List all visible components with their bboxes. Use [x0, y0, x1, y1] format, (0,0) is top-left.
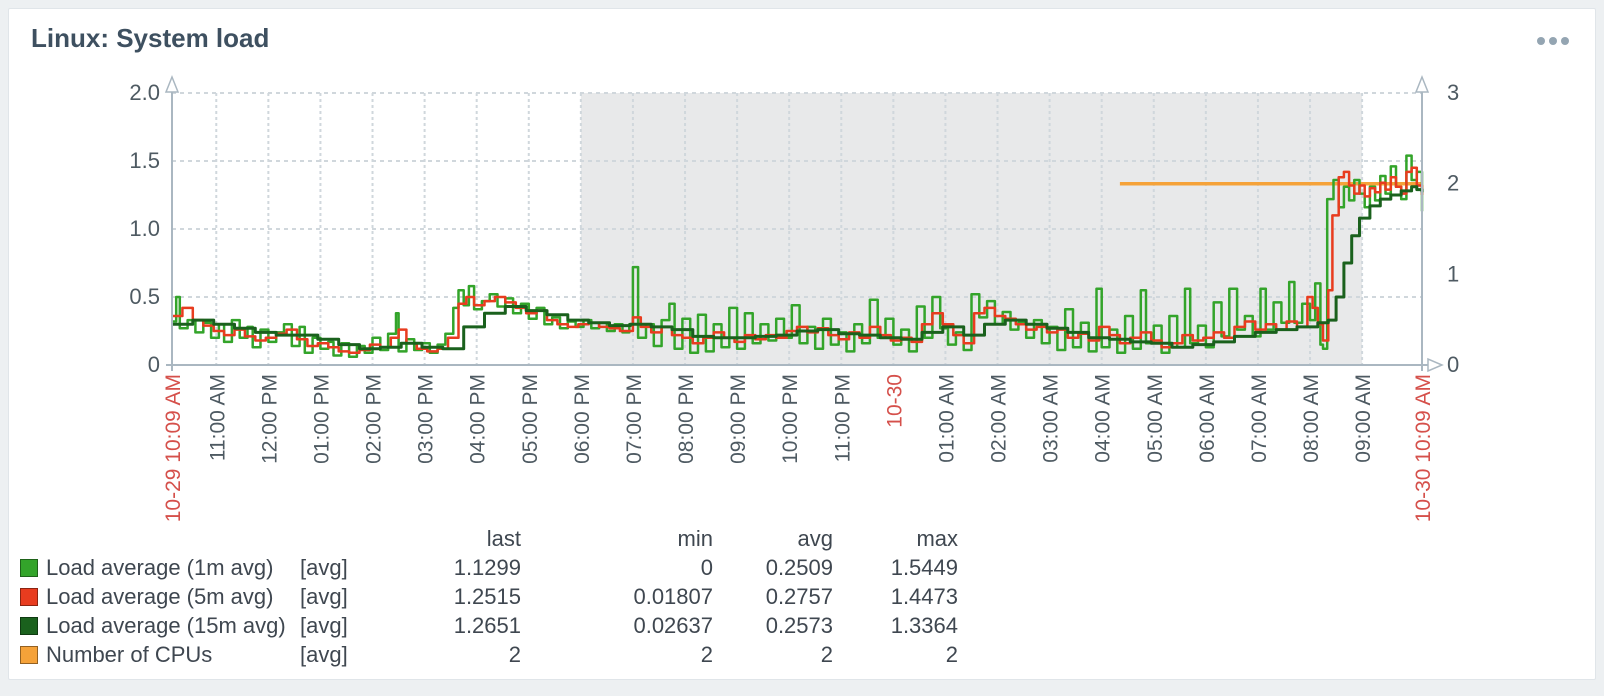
x-axis-tick-label: 05:00 AM: [1144, 374, 1167, 463]
left-axis-tick-label: 2.0: [129, 80, 160, 105]
x-axis-boundary-label: 10-29 10:09 AM: [162, 374, 185, 522]
ellipsis-icon: [1561, 37, 1569, 45]
widget-menu-button[interactable]: [1533, 33, 1573, 49]
x-axis-tick-label: 08:00 AM: [1300, 374, 1323, 463]
widget-title: Linux: System load: [31, 23, 270, 53]
series-label-1m: Load average (1m avg): [46, 554, 274, 580]
series-max-5m: 1.4473: [890, 583, 958, 609]
x-axis-tick-label: 03:00 AM: [1040, 374, 1063, 463]
x-axis-tick-label: 06:00 AM: [1196, 374, 1219, 463]
legend-header-min: min: [677, 525, 713, 551]
series-last-5m: 1.2515: [453, 583, 521, 609]
series-label-cpus: Number of CPUs: [46, 641, 213, 667]
x-axis-tick-label: 05:00 PM: [519, 374, 542, 464]
x-axis-tick-label: 02:00 PM: [363, 374, 386, 464]
x-axis-tick-label: 08:00 PM: [675, 374, 698, 464]
series-min-1m: 0: [700, 554, 713, 580]
series-fn-5m: [avg]: [300, 583, 348, 609]
x-axis-boundary-label: 10-30 10:09 AM: [1412, 374, 1435, 522]
series-fn-15m: [avg]: [300, 612, 348, 638]
series-label-5m: Load average (5m avg): [46, 583, 274, 609]
right-axis-tick-label: 2: [1447, 171, 1459, 196]
series-last-cpus: 2: [508, 641, 521, 667]
series-min-cpus: 2: [700, 641, 713, 667]
axis-arrow-up-icon: [1414, 74, 1430, 93]
series-avg-5m: 0.2757: [765, 583, 833, 609]
axis-arrow-right-icon: [1427, 357, 1444, 373]
series-min-15m: 0.02637: [633, 612, 713, 638]
x-axis-tick-label: 12:00 PM: [258, 374, 281, 464]
x-axis-tick-label: 07:00 AM: [1248, 374, 1271, 463]
series-max-cpus: 2: [945, 641, 958, 667]
x-axis-tick-label: 03:00 PM: [415, 374, 438, 464]
right-axis-tick-label: 0: [1447, 352, 1459, 377]
x-axis-boundary-label: 10-30: [883, 374, 906, 428]
series-line-0: [172, 154, 1424, 359]
right-axis-tick-label: 3: [1447, 80, 1459, 105]
legend-header-max: max: [916, 525, 958, 551]
series-swatch-1m: [20, 558, 38, 577]
series-avg-1m: 0.2509: [765, 554, 833, 580]
series-max-1m: 1.5449: [890, 554, 958, 580]
x-axis-tick-label: 07:00 PM: [623, 374, 646, 464]
series-fn-cpus: [avg]: [300, 641, 348, 667]
x-axis-tick-label: 06:00 PM: [571, 374, 594, 464]
ellipsis-icon: [1537, 37, 1545, 45]
legend-header-last: last: [486, 525, 521, 551]
x-axis-tick-label: 11:00 AM: [206, 374, 229, 461]
right-axis-tick-label: 1: [1447, 261, 1459, 286]
series-swatch-cpus: [20, 645, 38, 664]
left-axis-tick-label: 0: [148, 352, 160, 377]
series-max-15m: 1.3364: [890, 612, 958, 638]
series-fn-1m: [avg]: [300, 554, 348, 580]
series-swatch-5m: [20, 587, 38, 606]
x-axis-tick-label: 01:00 PM: [310, 374, 333, 464]
graph-legend: last min avg max Load average (1m avg) […: [20, 524, 958, 669]
series-avg-15m: 0.2573: [765, 612, 833, 638]
legend-header-avg: avg: [797, 525, 833, 551]
x-axis-tick-label: 09:00 PM: [727, 374, 750, 464]
series-min-5m: 0.01807: [633, 583, 713, 609]
left-axis-tick-label: 1.5: [129, 148, 160, 173]
series-line-2: [172, 185, 1424, 351]
ellipsis-icon: [1549, 37, 1557, 45]
x-axis-tick-label: 04:00 PM: [467, 374, 490, 464]
series-last-15m: 1.2651: [453, 612, 521, 638]
x-axis-tick-label: 11:00 PM: [831, 374, 854, 462]
series-swatch-15m: [20, 616, 38, 635]
x-axis-tick-label: 01:00 AM: [935, 374, 958, 463]
left-axis-tick-label: 1.0: [129, 216, 160, 241]
series-last-1m: 1.1299: [453, 554, 521, 580]
series-avg-cpus: 2: [820, 641, 833, 667]
x-axis-tick-label: 04:00 AM: [1092, 374, 1115, 463]
left-axis-tick-label: 0.5: [129, 284, 160, 309]
axis-arrow-up-icon: [164, 74, 180, 93]
x-axis-tick-label: 10:00 PM: [779, 374, 802, 464]
x-axis-tick-label: 09:00 AM: [1352, 374, 1375, 463]
x-axis-tick-label: 02:00 AM: [988, 374, 1011, 463]
series-label-15m: Load average (15m avg): [46, 612, 286, 638]
